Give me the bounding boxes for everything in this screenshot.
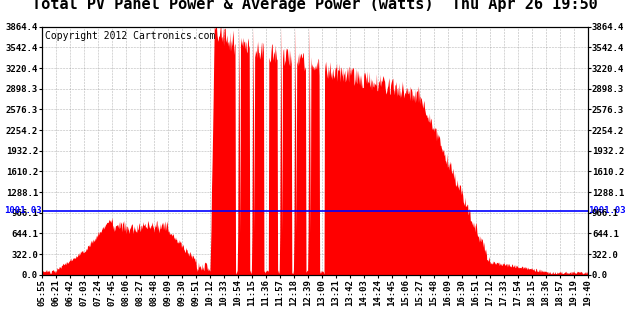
Text: Total PV Panel Power & Average Power (watts)  Thu Apr 26 19:50: Total PV Panel Power & Average Power (wa… (32, 0, 598, 12)
Text: 1001.03: 1001.03 (4, 206, 42, 215)
Text: Copyright 2012 Cartronics.com: Copyright 2012 Cartronics.com (45, 31, 215, 41)
Text: 1001.03: 1001.03 (588, 206, 626, 215)
